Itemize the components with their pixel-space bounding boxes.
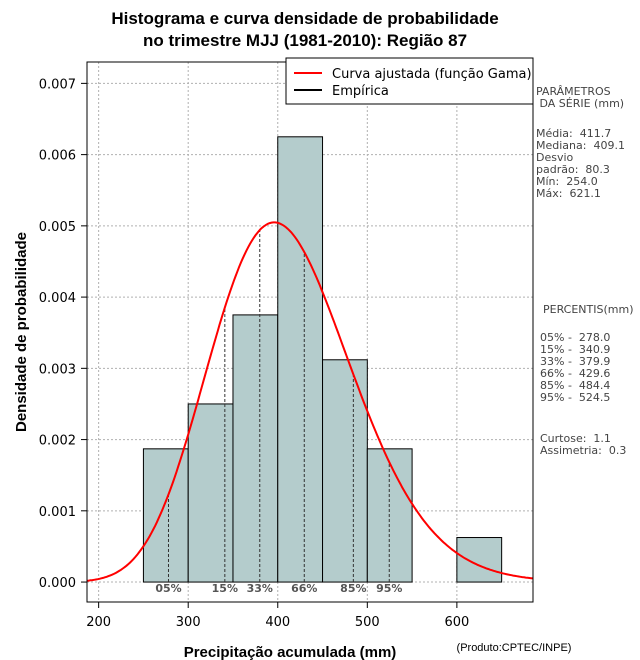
histogram-bar-4 bbox=[277, 136, 324, 583]
histogram-bar-3 bbox=[232, 314, 279, 583]
chart-title-line2: no trimestre MJJ (1981-2010): Região 87 bbox=[142, 31, 468, 50]
histogram-bar-5 bbox=[322, 359, 368, 583]
percentile-label: 66% bbox=[291, 582, 317, 595]
y-tick-label: 0.003 bbox=[39, 362, 76, 377]
percentis-title: PERCENTIS(mm) bbox=[543, 303, 634, 316]
percentile-label: 95% bbox=[376, 582, 402, 595]
y-tick-label: 0.007 bbox=[39, 77, 76, 92]
percentile-label: 85% bbox=[340, 582, 366, 595]
y-tick-label: 0.004 bbox=[39, 291, 76, 306]
x-axis-label: Precipitação acumulada (mm) bbox=[184, 644, 397, 660]
percentile-label: 05% bbox=[155, 582, 181, 595]
histogram-bar-1 bbox=[142, 448, 189, 583]
x-tick-label: 400 bbox=[265, 615, 290, 630]
params-title: PARÂMETROS DA SÉRIE (mm) bbox=[536, 85, 625, 110]
y-tick-label: 0.000 bbox=[39, 576, 76, 591]
y-tick-label: 0.005 bbox=[39, 220, 76, 235]
percentile-label: 33% bbox=[247, 582, 273, 595]
legend-label-1: Curva ajustada (função Gama) bbox=[332, 67, 532, 82]
y-tick-label: 0.006 bbox=[39, 149, 76, 164]
histogram-bar-7 bbox=[456, 537, 503, 583]
legend-label-2: Empírica bbox=[332, 84, 389, 99]
params-values: Média: 411.7 Mediana: 409.1 Desvio padrã… bbox=[536, 127, 625, 200]
x-tick-label: 200 bbox=[86, 615, 111, 630]
chart-title-line1: Histograma e curva densidade de probabil… bbox=[111, 9, 499, 28]
credit-label: (Produto:CPTEC/INPE) bbox=[457, 642, 572, 654]
y-tick-label: 0.001 bbox=[39, 505, 76, 520]
histogram-bar-2 bbox=[187, 403, 234, 583]
gamma-fit-curve bbox=[86, 221, 534, 582]
legend-box bbox=[285, 57, 534, 105]
shape-values: Curtose: 1.1 Assimetria: 0.3 bbox=[540, 432, 627, 457]
x-tick-label: 500 bbox=[355, 615, 380, 630]
percentis-values: 05% - 278.0 15% - 340.9 33% - 379.9 66% … bbox=[540, 331, 611, 404]
x-tick-label: 600 bbox=[444, 615, 469, 630]
y-axis-label: Densidade de probabilidade bbox=[13, 232, 30, 432]
x-tick-label: 300 bbox=[176, 615, 201, 630]
y-tick-label: 0.002 bbox=[39, 434, 76, 449]
percentile-label: 15% bbox=[212, 582, 238, 595]
